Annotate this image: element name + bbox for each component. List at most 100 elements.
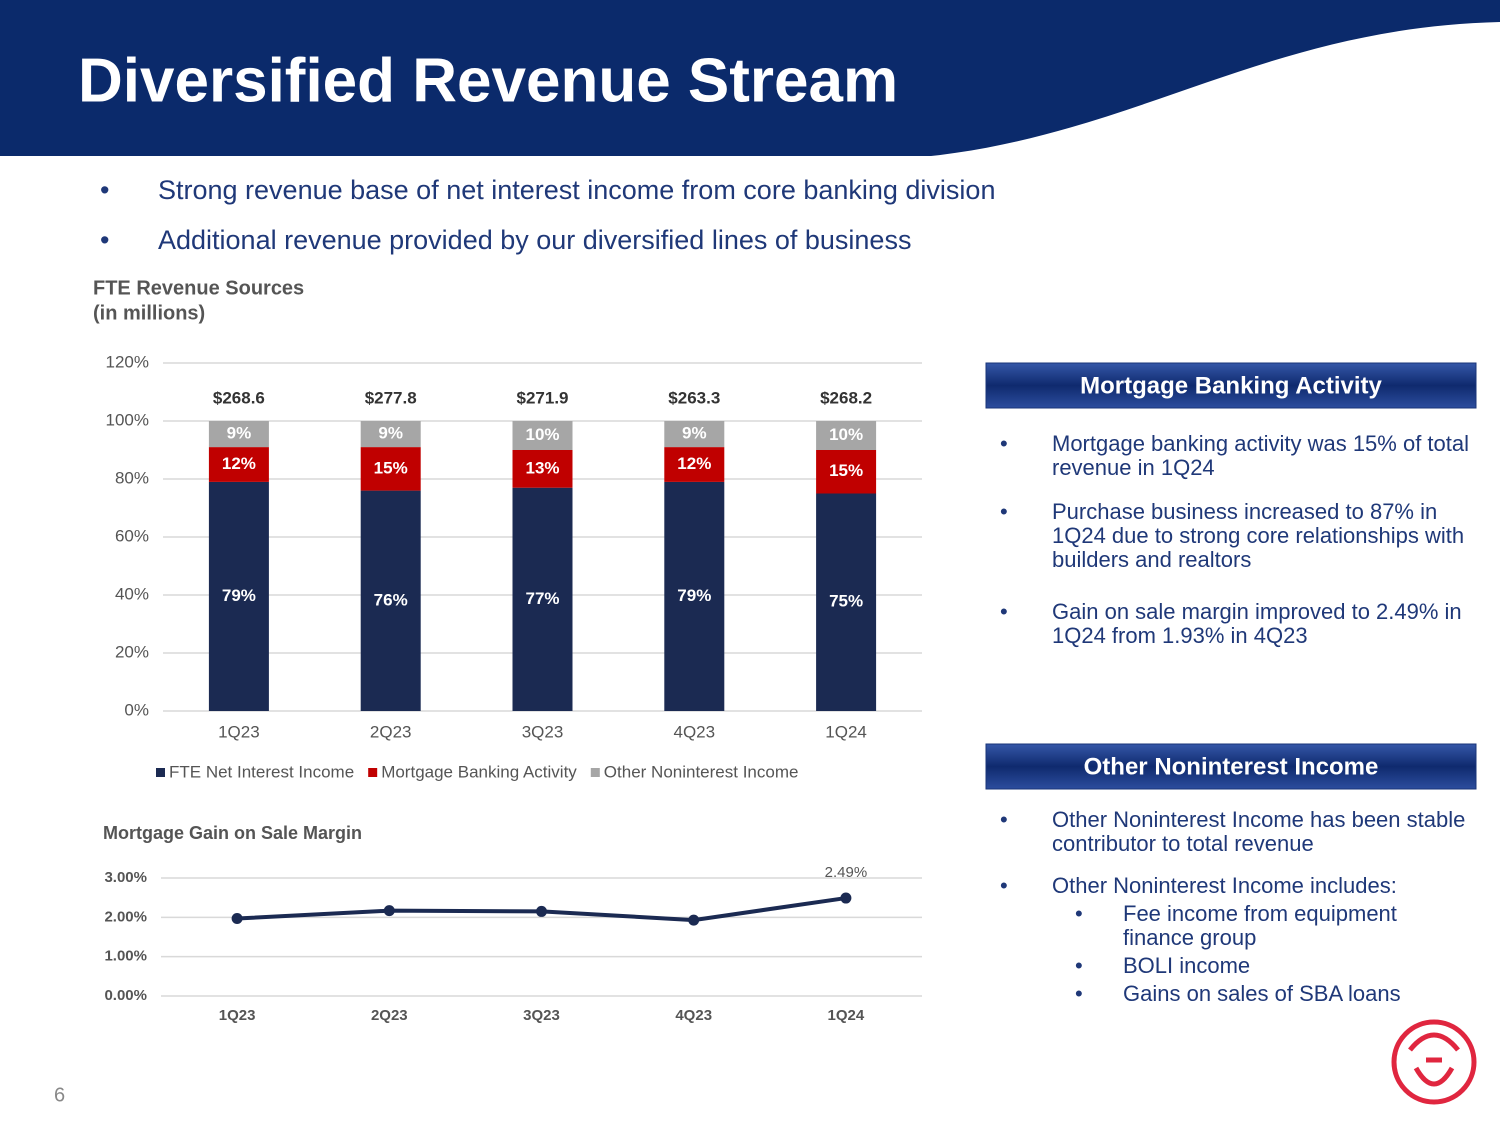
legend-swatch <box>156 768 165 777</box>
bullet-text: Fee income from equipment finance group <box>1123 901 1397 950</box>
y-tick-label: 60% <box>115 526 149 545</box>
bar-segment <box>512 421 573 450</box>
logo <box>1391 1019 1477 1105</box>
bullet-text: Gains on sales of SBA loans <box>1123 981 1401 1006</box>
x-tick-label: 1Q24 <box>825 722 867 741</box>
panel-title: Mortgage Banking Activity <box>1080 372 1382 399</box>
x-tick-label: 3Q23 <box>523 1007 560 1024</box>
x-tick-label: 4Q23 <box>675 1007 712 1024</box>
data-label: 76% <box>374 590 408 609</box>
sub-bullet: • Gains on sales of SBA loans <box>1075 982 1415 1006</box>
bullet-text: Strong revenue base of net interest inco… <box>158 175 996 205</box>
data-label: 15% <box>374 458 408 477</box>
legend-swatch <box>590 768 600 777</box>
data-label: 10% <box>829 425 863 444</box>
y-tick-label: 3.00% <box>104 869 147 886</box>
bar-segment <box>664 481 725 711</box>
point <box>231 913 243 925</box>
chart-title: FTE Revenue Sources <box>93 277 304 299</box>
data-label: 12% <box>222 454 256 473</box>
x-tick-label: 1Q23 <box>219 1007 256 1024</box>
bullet-text: BOLI income <box>1123 953 1251 978</box>
point <box>840 892 852 904</box>
data-label: 15% <box>829 461 863 480</box>
bullet: • Other Noninterest Income has been stabl… <box>1000 808 1470 856</box>
data-label: 77% <box>525 589 559 608</box>
data-label: 2.49% <box>825 864 868 881</box>
total-label: $268.6 <box>213 388 265 407</box>
bullet-text: Gain on sale margin improved to 2.49% in… <box>1052 599 1462 648</box>
panel-title: Other Noninterest Income <box>1084 753 1379 780</box>
data-label: 75% <box>829 592 863 611</box>
bullet-dot: • <box>1000 873 1008 898</box>
bar-segment <box>664 447 725 482</box>
data-label: 10% <box>525 425 559 444</box>
y-tick-label: 80% <box>115 468 149 487</box>
y-tick-label: 20% <box>115 642 149 661</box>
x-tick-label: 2Q23 <box>370 722 412 741</box>
data-label: 9% <box>682 424 707 443</box>
x-tick-label: 3Q23 <box>522 722 564 741</box>
bullet-text: Other Noninterest Income includes: <box>1052 873 1397 898</box>
panel-heading: Other Noninterest Income <box>985 743 1477 790</box>
point <box>383 905 395 917</box>
data-label: 12% <box>677 454 711 473</box>
data-label: 9% <box>227 424 252 443</box>
panel-heading: Mortgage Banking Activity <box>985 362 1477 409</box>
bar-segment <box>360 421 421 448</box>
slide-title: Diversified Revenue Stream <box>78 46 898 115</box>
sub-bullet: • Fee income from equipment finance group <box>1075 902 1415 950</box>
bar-segment <box>816 493 877 711</box>
bar-segment <box>512 487 573 711</box>
data-label: 13% <box>525 458 559 477</box>
y-tick-label: 120% <box>106 352 149 371</box>
total-label: $277.8 <box>365 388 417 407</box>
panel-body: • Other Noninterest Income has been stabl… <box>1000 808 1470 1024</box>
legend-label: Mortgage Banking Activity <box>381 762 577 781</box>
bullet-dot: • <box>1075 981 1083 1006</box>
bullet-dot: • <box>1000 807 1008 832</box>
bullet: • Purchase business increased to 87% in 1… <box>1000 500 1470 572</box>
y-tick-label: 0.00% <box>104 987 147 1004</box>
bar-segment <box>816 421 877 450</box>
header-wave <box>880 22 1500 160</box>
data-label: 79% <box>677 586 711 605</box>
point <box>536 905 547 917</box>
x-tick-label: 1Q23 <box>218 722 260 741</box>
page-number: 6 <box>54 1084 65 1106</box>
bullet: • Additional revenue provided by our dive… <box>100 225 912 255</box>
bullet: • Other Noninterest Income includes: <box>1000 874 1470 898</box>
x-tick-label: 1Q24 <box>828 1007 865 1024</box>
legend-label: FTE Net Interest Income <box>169 762 354 781</box>
bar-segment <box>208 421 269 448</box>
bar-segment <box>208 447 269 482</box>
total-label: $263.3 <box>668 388 720 407</box>
bullet-text: Other Noninterest Income has been stable… <box>1052 807 1466 856</box>
bullet-text: Mortgage banking activity was 15% of tot… <box>1052 431 1470 480</box>
bullet: • Mortgage banking activity was 15% of to… <box>1000 432 1470 480</box>
total-label: $268.2 <box>820 388 872 407</box>
chart-subtitle: (in millions) <box>93 302 205 324</box>
bar-segment <box>816 450 877 494</box>
bullet: • Gain on sale margin improved to 2.49% i… <box>1000 600 1470 648</box>
bullet-dot: • <box>1000 599 1008 624</box>
y-tick-label: 100% <box>106 410 149 429</box>
bar-segment <box>512 450 573 488</box>
bar-segment <box>208 481 269 711</box>
bullet-text: Additional revenue provided by our diver… <box>158 225 912 255</box>
bar-segment <box>360 490 421 711</box>
point <box>688 914 700 926</box>
bar-segment <box>360 447 421 491</box>
legend-label: Other Noninterest Income <box>604 762 799 781</box>
chart-title: Mortgage Gain on Sale Margin <box>103 823 362 843</box>
x-tick-label: 2Q23 <box>371 1007 408 1024</box>
panel-body: • Mortgage banking activity was 15% of to… <box>1000 432 1470 668</box>
bullet-dot: • <box>1075 953 1083 978</box>
total-label: $271.9 <box>517 388 569 407</box>
bullet-text: Purchase business increased to 87% in 1Q… <box>1052 499 1465 572</box>
y-tick-label: 2.00% <box>104 908 147 925</box>
bullet: • Strong revenue base of net interest inc… <box>100 175 996 205</box>
data-label: 9% <box>378 424 403 443</box>
